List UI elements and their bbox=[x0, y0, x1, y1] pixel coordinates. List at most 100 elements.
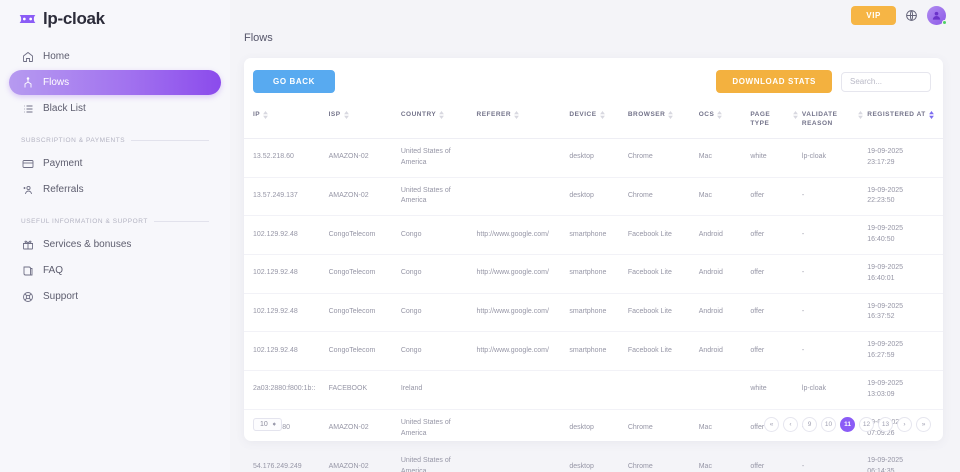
go-back-button[interactable]: GO BACK bbox=[253, 70, 335, 93]
column-header-validate-reason[interactable]: VALIDATE REASON bbox=[801, 103, 868, 139]
registered-date: 19-09-2025 bbox=[867, 302, 904, 310]
table-row[interactable]: 13.57.249.137 AMAZON-02 United States of… bbox=[244, 177, 943, 217]
cell-page-type: offer bbox=[750, 177, 802, 217]
table-row[interactable]: 13.52.218.60 AMAZON-02 United States of … bbox=[244, 138, 943, 178]
column-header-device[interactable]: DEVICE bbox=[569, 103, 628, 139]
stepper-arrows-icon: ▲ ▼ bbox=[271, 420, 277, 428]
column-header-browser[interactable]: BROWSER bbox=[627, 103, 699, 139]
flows-icon bbox=[21, 76, 34, 89]
cell-ip: 102.129.92.48 bbox=[244, 215, 329, 255]
cell-ip: 102.129.92.48 bbox=[244, 254, 329, 294]
globe-icon[interactable] bbox=[905, 9, 918, 22]
cell-device: smartphone bbox=[569, 215, 628, 255]
cell-device: desktop bbox=[569, 177, 628, 217]
cell-page-type: white bbox=[750, 138, 802, 178]
sort-icon bbox=[514, 111, 519, 119]
cell-device: desktop bbox=[569, 409, 628, 449]
sidebar-item-label: Referrals bbox=[43, 184, 84, 195]
cell-browser: Chrome bbox=[627, 138, 699, 178]
pagination-page-12[interactable]: 12 bbox=[859, 416, 874, 432]
table-row[interactable]: 54.176.249.249 AMAZON-02 United States o… bbox=[244, 447, 943, 472]
cell-browser: Facebook Lite bbox=[627, 293, 699, 333]
cell-ip: 13.52.218.60 bbox=[244, 138, 329, 178]
mask-icon bbox=[18, 12, 37, 26]
sidebar-item-flows[interactable]: Flows bbox=[9, 70, 221, 95]
column-label: PAGE TYPE bbox=[750, 111, 771, 128]
pagination-page-9[interactable]: 9 bbox=[802, 416, 817, 432]
pagination-page-11[interactable]: 11 bbox=[840, 416, 855, 432]
cell-validate-reason: - bbox=[801, 215, 868, 255]
registered-time: 16:40:01 bbox=[867, 274, 895, 282]
cell-browser bbox=[627, 370, 699, 410]
table-row[interactable]: 102.129.92.48 CongoTelecom Congo http://… bbox=[244, 215, 943, 255]
vip-badge[interactable]: VIP bbox=[851, 5, 896, 25]
column-label: OCS bbox=[698, 111, 715, 118]
table-row[interactable]: 102.129.92.48 CongoTelecom Congo http://… bbox=[244, 293, 943, 333]
column-header-country[interactable]: COUNTRY bbox=[400, 103, 477, 139]
column-header-registered-at[interactable]: REGISTERED AT bbox=[867, 103, 943, 139]
section-label-text: SUBSCRIPTION & PAYMENTS bbox=[21, 137, 126, 144]
sidebar-item-support[interactable]: Support bbox=[9, 284, 221, 309]
sidebar-item-services-bonuses[interactable]: Services & bonuses bbox=[9, 232, 221, 257]
cell-referer: http://www.google.com/ bbox=[476, 254, 570, 294]
download-stats-button[interactable]: DOWNLOAD STATS bbox=[716, 70, 832, 93]
cell-registered-at: 19-09-2025 16:40:50 bbox=[867, 215, 943, 255]
pagination-page-10[interactable]: 10 bbox=[821, 416, 836, 432]
user-plus-icon bbox=[21, 183, 34, 196]
sidebar-item-label: Payment bbox=[43, 158, 83, 169]
cell-country: Congo bbox=[400, 215, 477, 255]
sidebar-item-referrals[interactable]: Referrals bbox=[9, 177, 221, 202]
cell-page-type: offer bbox=[750, 293, 802, 333]
cell-registered-at: 19-09-2025 16:37:52 bbox=[867, 293, 943, 333]
sort-icon-active bbox=[928, 111, 934, 119]
registered-time: 16:37:52 bbox=[867, 313, 895, 321]
sidebar-item-label: Flows bbox=[43, 77, 70, 88]
registered-time: 16:27:59 bbox=[867, 352, 895, 360]
pagination-next[interactable]: › bbox=[897, 416, 912, 432]
column-header-ocs[interactable]: OCS bbox=[698, 103, 751, 139]
sidebar-item-label: Services & bonuses bbox=[43, 239, 132, 250]
sidebar-item-home[interactable]: Home bbox=[9, 44, 221, 69]
cell-validate-reason: - bbox=[801, 293, 868, 333]
column-header-referer[interactable]: REFERER bbox=[476, 103, 570, 139]
sort-icon bbox=[668, 111, 674, 119]
pagination-first[interactable]: « bbox=[764, 416, 779, 432]
gift-icon bbox=[21, 238, 34, 251]
table-row[interactable]: 2a03:2880:f800:1b:: FACEBOOK Ireland whi… bbox=[244, 370, 943, 410]
column-label: DEVICE bbox=[569, 111, 597, 118]
avatar[interactable] bbox=[927, 5, 947, 25]
cell-registered-at: 19-09-2025 23:17:29 bbox=[867, 138, 943, 178]
cell-referer bbox=[476, 138, 570, 178]
column-header-ip[interactable]: IP bbox=[244, 103, 329, 139]
column-header-isp[interactable]: ISP bbox=[328, 103, 401, 139]
table-row[interactable]: 102.129.92.48 CongoTelecom Congo http://… bbox=[244, 331, 943, 371]
cell-referer bbox=[476, 177, 570, 217]
column-label: ISP bbox=[328, 111, 341, 118]
cell-country: United States of America bbox=[400, 409, 477, 449]
section-subscription-payments: SUBSCRIPTION & PAYMENTS bbox=[9, 137, 221, 144]
table-row[interactable]: 102.129.92.48 CongoTelecom Congo http://… bbox=[244, 254, 943, 294]
sidebar-item-faq[interactable]: FAQ bbox=[9, 258, 221, 283]
pagination-last[interactable]: » bbox=[916, 416, 931, 432]
cell-ip: 13.57.249.137 bbox=[244, 177, 329, 217]
cell-referer: http://www.google.com/ bbox=[476, 331, 570, 371]
sidebar-item-black-list[interactable]: Black List bbox=[9, 96, 221, 121]
cell-ocs: Mac bbox=[698, 409, 751, 449]
cell-registered-at: 19-09-2025 22:23:50 bbox=[867, 177, 943, 217]
sidebar-item-payment[interactable]: Payment bbox=[9, 151, 221, 176]
page-size-select[interactable]: 10 ▲ ▼ bbox=[253, 417, 282, 431]
column-header-page-type[interactable]: PAGE TYPE bbox=[750, 103, 802, 139]
pagination-prev[interactable]: ‹ bbox=[783, 416, 798, 432]
search-input[interactable] bbox=[841, 71, 931, 92]
cell-isp: AMAZON-02 bbox=[328, 409, 401, 449]
table-header-row: IP ISP COUNTRY REFERER DEVICE BROWSER OC… bbox=[244, 103, 943, 139]
lifebuoy-icon bbox=[21, 290, 34, 303]
cell-isp: FACEBOOK bbox=[328, 370, 401, 410]
cell-referer bbox=[476, 370, 570, 410]
registered-date: 19-09-2025 bbox=[867, 341, 904, 349]
pagination-page-13[interactable]: 13 bbox=[878, 416, 893, 432]
cell-country: United States of America bbox=[400, 447, 477, 472]
brand-logo[interactable]: lp-cloak bbox=[9, 0, 221, 29]
cell-page-type: offer bbox=[750, 447, 802, 472]
divider bbox=[131, 140, 209, 141]
